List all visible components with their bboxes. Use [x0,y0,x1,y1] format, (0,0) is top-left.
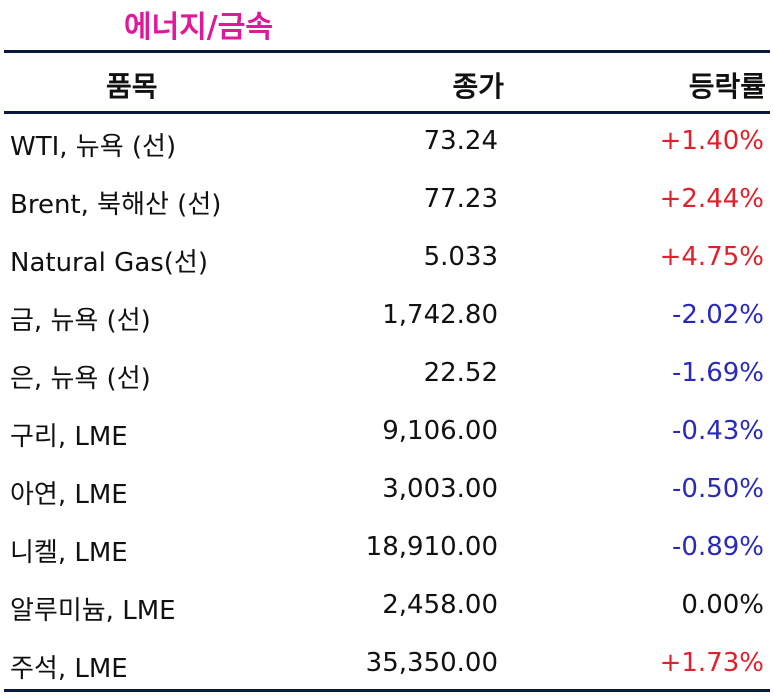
table-top-rule [4,50,770,53]
cell-close: 1,742.80 [382,300,498,330]
table-row: Brent, 북해산 (선) 77.23 +2.44% [4,172,770,230]
cell-change: -0.43% [672,416,764,446]
table-row: 니켈, LME 18,910.00 -0.89% [4,520,770,578]
cell-item: 주석, LME [10,654,128,684]
commodity-table: 품목 종가 등락률 WTI, 뉴욕 (선) 73.24 +1.40% Brent, 북… [4,50,770,694]
cell-change: +4.75% [659,242,764,272]
cell-close: 2,458.00 [382,590,498,620]
cell-item: 알루미늄, LME [10,596,176,626]
cell-item: 구리, LME [10,422,128,452]
table-header-rule [4,111,770,114]
table-body: WTI, 뉴욕 (선) 73.24 +1.40% Brent, 북해산 (선) 77.2… [4,114,770,694]
cell-change: +1.73% [659,648,764,678]
page-title: 에너지/금속 [124,10,273,45]
cell-close: 18,910.00 [365,532,498,562]
table-row: 아연, LME 3,003.00 -0.50% [4,462,770,520]
header-close: 종가 [452,70,504,103]
table-row: 금, 뉴욕 (선) 1,742.80 -2.02% [4,288,770,346]
header-change: 등락률 [688,70,766,103]
table-row: 구리, LME 9,106.00 -0.43% [4,404,770,462]
cell-close: 73.24 [423,126,498,156]
table-header: 품목 종가 등락률 [4,53,770,111]
cell-change: -2.02% [672,300,764,330]
cell-item: WTI, 뉴욕 (선) [10,132,177,162]
cell-close: 35,350.00 [365,648,498,678]
cell-close: 3,003.00 [382,474,498,504]
table-row: Natural Gas(선) 5.033 +4.75% [4,230,770,288]
cell-change: -0.50% [672,474,764,504]
cell-close: 5.033 [423,242,498,272]
table-bottom-rule [4,689,770,692]
table-row: WTI, 뉴욕 (선) 73.24 +1.40% [4,114,770,172]
table-row: 주석, LME 35,350.00 +1.73% [4,636,770,694]
cell-item: 니켈, LME [10,538,128,568]
cell-item: 은, 뉴욕 (선) [10,364,151,394]
cell-change: -1.69% [672,358,764,388]
cell-item: 금, 뉴욕 (선) [10,306,151,336]
cell-item: 아연, LME [10,480,128,510]
cell-close: 77.23 [423,184,498,214]
cell-change: +1.40% [659,126,764,156]
cell-change: +2.44% [659,184,764,214]
cell-item: Brent, 북해산 (선) [10,190,222,220]
table-row: 은, 뉴욕 (선) 22.52 -1.69% [4,346,770,404]
cell-change: 0.00% [681,590,764,620]
table-row: 알루미늄, LME 2,458.00 0.00% [4,578,770,636]
cell-close: 22.52 [423,358,498,388]
cell-close: 9,106.00 [382,416,498,446]
cell-change: -0.89% [672,532,764,562]
header-item: 품목 [106,70,158,103]
cell-item: Natural Gas(선) [10,248,208,278]
